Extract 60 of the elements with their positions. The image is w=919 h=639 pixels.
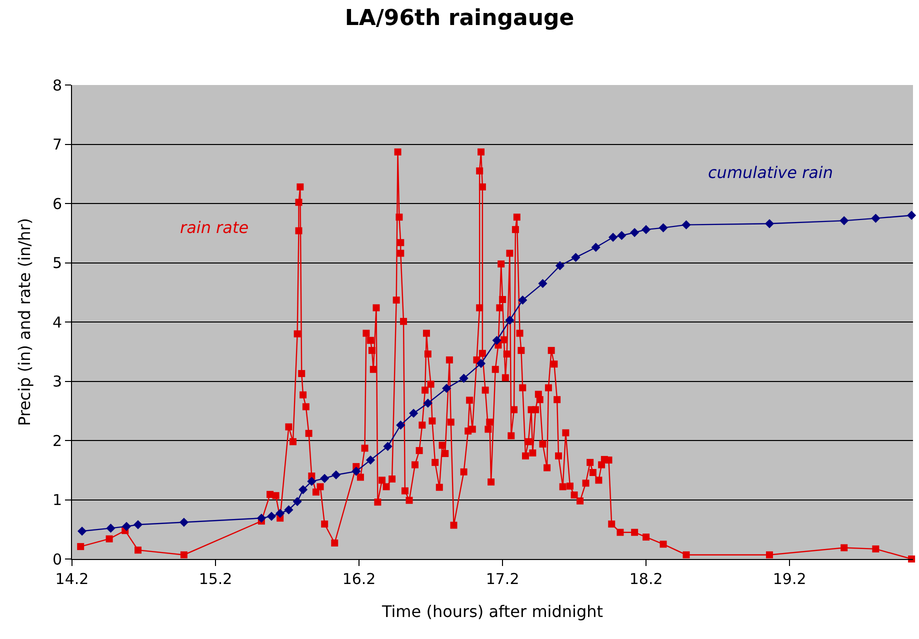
- point: [538, 278, 548, 288]
- y-tick-label: 5: [52, 254, 62, 272]
- point: [256, 514, 266, 523]
- point: [907, 210, 916, 220]
- point: [179, 518, 188, 527]
- point: [266, 512, 276, 521]
- point: [630, 228, 640, 238]
- point: [476, 358, 486, 368]
- point: [442, 384, 452, 393]
- point: [642, 225, 651, 234]
- x-tick-label: 18.2: [629, 570, 663, 588]
- point: [133, 520, 143, 530]
- point: [78, 526, 87, 536]
- point: [591, 242, 600, 252]
- point: [409, 408, 418, 418]
- y-tick-label: 3: [52, 372, 62, 390]
- point: [396, 420, 406, 430]
- text: cumulative rain: [708, 163, 833, 182]
- point: [571, 252, 580, 262]
- point: [608, 232, 618, 242]
- point: [617, 230, 626, 240]
- point: [658, 223, 668, 232]
- y-tick-label: 7: [52, 136, 62, 154]
- y-axis-title: Precip (in) and rate (in/hr): [15, 218, 34, 426]
- x-tick-label: 19.2: [772, 570, 806, 588]
- point: [366, 456, 376, 465]
- point: [122, 522, 132, 531]
- chart-title: LA/96th raingauge: [344, 6, 574, 31]
- point: [383, 442, 392, 451]
- x-tick-label: 17.2: [486, 570, 520, 588]
- y-tick-label: 8: [52, 76, 62, 94]
- point: [840, 216, 849, 226]
- point: [284, 505, 294, 514]
- point: [518, 296, 528, 305]
- point: [298, 485, 308, 494]
- x-tick-label: 14.2: [55, 570, 89, 588]
- point: [555, 261, 564, 270]
- point: [492, 336, 502, 345]
- x-axis-title: Time (hours) after midnight: [380, 602, 604, 621]
- point: [764, 219, 774, 228]
- point: [332, 470, 341, 480]
- point: [292, 496, 302, 506]
- point: [276, 508, 285, 518]
- point: [320, 474, 330, 483]
- point: [682, 220, 691, 230]
- point: [352, 466, 361, 476]
- point: [459, 374, 468, 383]
- point: [307, 476, 316, 486]
- x-tick-label: 15.2: [198, 570, 232, 588]
- y-tick-label: 4: [52, 313, 62, 332]
- text: rain rate: [180, 218, 249, 237]
- point: [871, 214, 880, 223]
- y-tick-label: 2: [52, 432, 62, 450]
- x-tick-label: 16.2: [342, 570, 376, 588]
- point: [106, 524, 116, 533]
- point: [423, 398, 432, 408]
- y-tick-label: 1: [52, 491, 62, 509]
- point: [505, 316, 514, 325]
- y-tick-label: 0: [52, 550, 62, 568]
- y-tick-label: 6: [52, 194, 62, 213]
